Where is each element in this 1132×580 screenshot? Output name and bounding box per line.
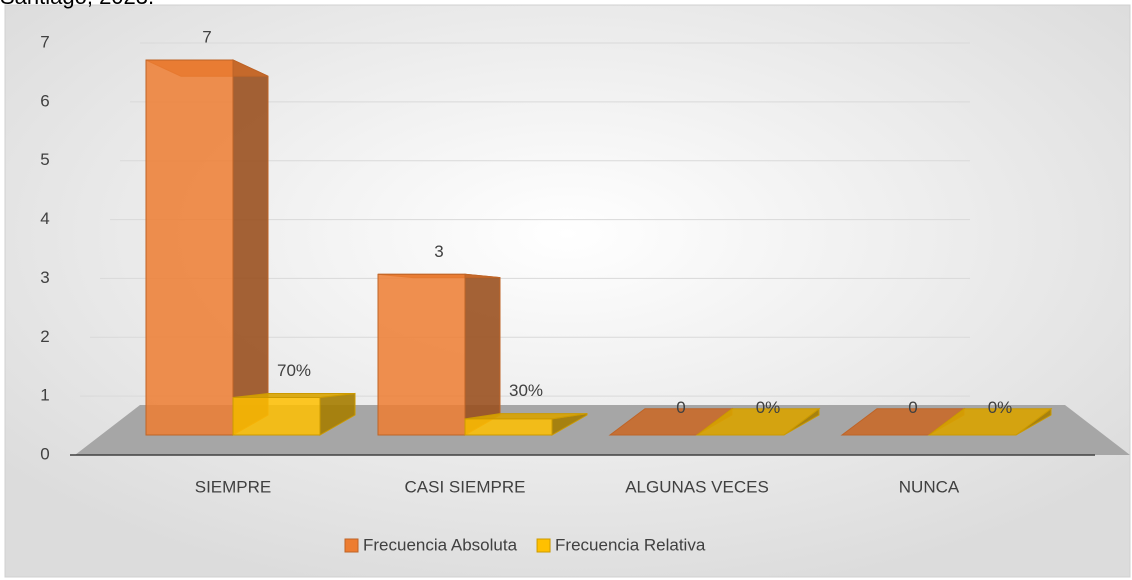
subtitle: Santiago, 2023. xyxy=(0,0,154,9)
data-label: 0 xyxy=(908,398,917,417)
bar-front xyxy=(464,418,553,436)
data-label: 70% xyxy=(277,361,311,380)
bar xyxy=(464,413,588,436)
bar-front xyxy=(145,59,234,436)
y-tick-label: 3 xyxy=(40,268,49,287)
y-tick-label: 6 xyxy=(40,91,49,110)
bar-side xyxy=(232,59,269,436)
y-tick-label: 7 xyxy=(40,32,49,51)
x-tick-label: ALGUNAS VECES xyxy=(625,477,769,496)
bar xyxy=(377,273,501,436)
legend-swatch xyxy=(344,538,359,553)
bar xyxy=(927,407,1053,436)
bar xyxy=(232,392,356,436)
bar-top xyxy=(927,408,1053,436)
legend-label: Frecuencia Relativa xyxy=(555,535,706,554)
legend-label: Frecuencia Absoluta xyxy=(363,535,518,554)
y-tick-label: 2 xyxy=(40,327,49,346)
y-tick-label: 4 xyxy=(40,209,49,228)
y-tick-label: 1 xyxy=(40,386,49,405)
bar-side xyxy=(464,273,501,436)
x-tick-label: SIEMPRE xyxy=(195,477,272,496)
x-tick-label: CASI SIEMPRE xyxy=(405,477,526,496)
legend-swatch xyxy=(536,538,551,553)
bar-top xyxy=(695,408,821,436)
bar-front xyxy=(232,397,321,436)
y-tick-label: 5 xyxy=(40,150,49,169)
bar xyxy=(695,407,821,436)
bar xyxy=(145,59,269,436)
y-tick-label: 0 xyxy=(40,444,49,463)
data-label: 3 xyxy=(434,242,443,261)
data-label: 0% xyxy=(756,398,781,417)
data-label: 7 xyxy=(202,27,211,46)
x-tick-label: NUNCA xyxy=(899,477,960,496)
data-label: 0 xyxy=(676,398,685,417)
bar-front xyxy=(377,273,466,436)
data-label: 30% xyxy=(509,381,543,400)
data-label: 0% xyxy=(988,398,1013,417)
